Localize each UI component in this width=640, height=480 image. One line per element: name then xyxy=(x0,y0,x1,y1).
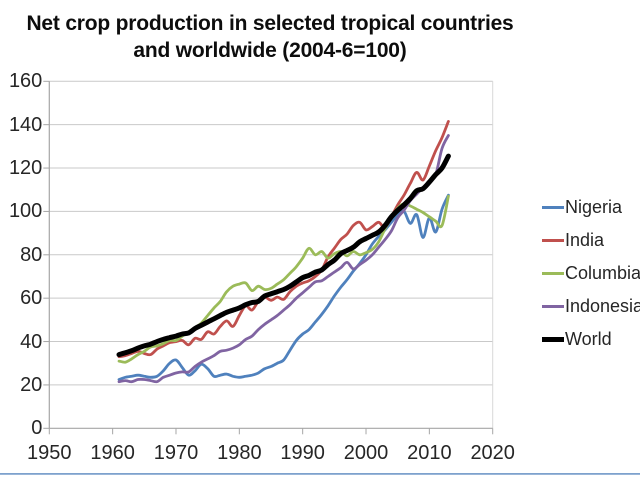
x-tick-label-2020: 2020 xyxy=(470,442,515,464)
x-tick-label-1960: 1960 xyxy=(90,442,135,464)
y-tick-label-160: 160 xyxy=(8,70,43,93)
x-tick-label-1990: 1990 xyxy=(280,442,325,464)
y-tick-label-20: 20 xyxy=(20,373,43,396)
series-line-world xyxy=(116,153,451,358)
x-tick-label-1980: 1980 xyxy=(217,442,262,464)
chart-title-line1: Net crop production in selected tropical… xyxy=(26,12,514,35)
legend-label-world: World xyxy=(565,328,612,349)
x-tick-label-2000: 2000 xyxy=(343,442,389,464)
legend-item-nigeria: Nigeria xyxy=(542,195,622,219)
y-tick-label-140: 140 xyxy=(8,113,43,136)
legend-label-nigeria: Nigeria xyxy=(565,196,623,217)
series-line-nigeria xyxy=(117,193,450,381)
y-tick-label-120: 120 xyxy=(8,157,43,180)
series-line-indonesia xyxy=(117,134,450,384)
legend-swatch-indonesia-line-icon xyxy=(542,304,564,308)
chart-title-line2: and worldwide (2004-6=100) xyxy=(133,39,407,62)
y-tick-label-80: 80 xyxy=(20,243,43,266)
x-tick-label-1970: 1970 xyxy=(153,442,199,464)
legend-swatch-columbia-line-icon xyxy=(542,271,564,275)
y-tick-label-60: 60 xyxy=(20,287,43,310)
legend-swatch-nigeria-line-icon xyxy=(542,205,564,209)
series-line-india xyxy=(117,120,450,359)
legend-label-indonesia: Indonesia xyxy=(565,295,640,316)
legend-item-indonesia: Indonesia xyxy=(542,294,640,318)
y-tick-label-0: 0 xyxy=(31,417,43,440)
bottom-accent-rule xyxy=(0,473,640,475)
legend-swatch-world-line-icon xyxy=(542,336,564,342)
y-tick-label-40: 40 xyxy=(20,330,43,353)
legend-label-columbia: Columbia xyxy=(565,262,640,283)
legend-item-india: India xyxy=(542,228,604,252)
legend-item-world: World xyxy=(542,327,612,351)
chart-title: Net crop production in selected tropical… xyxy=(10,10,530,64)
x-tick-label-2010: 2010 xyxy=(407,442,452,464)
legend-label-india: India xyxy=(565,229,605,250)
y-tick-label-100: 100 xyxy=(8,200,43,223)
legend-swatch-india-line-icon xyxy=(542,238,564,242)
x-tick-label-1950: 1950 xyxy=(27,442,72,464)
legend-item-columbia: Columbia xyxy=(542,261,640,285)
